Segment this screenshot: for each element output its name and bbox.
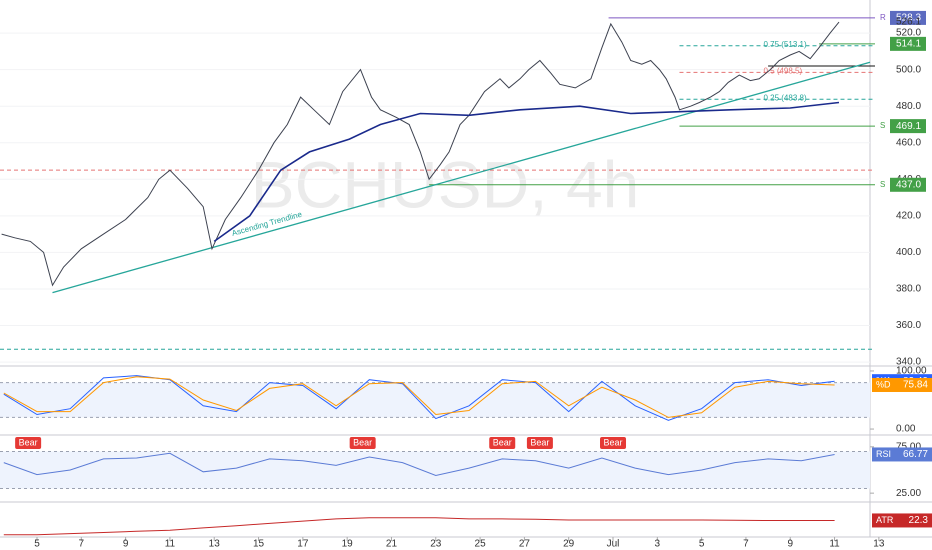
band — [0, 382, 870, 418]
x-tick-label: Jul — [607, 539, 620, 550]
y-tick-label: 360.0 — [896, 320, 921, 331]
y-tick-label: 0.00 — [896, 424, 916, 435]
x-tick-label: 29 — [563, 539, 575, 550]
y-tick-label: 480.0 — [896, 101, 921, 112]
bear-marker — [15, 437, 42, 449]
bear-marker — [349, 437, 376, 449]
bear-label: Bear — [19, 437, 38, 447]
indicator-name: %D — [876, 379, 891, 389]
price-tag — [890, 119, 926, 134]
y-tick-label: 400.0 — [896, 247, 921, 258]
x-tick-label: 17 — [297, 539, 309, 550]
moving-average — [213, 101, 840, 243]
price-line — [1, 21, 840, 287]
x-tick-label: 5 — [699, 539, 705, 550]
indicator-tag — [872, 377, 932, 392]
indicator-value: 22.3 — [909, 515, 929, 526]
level-label: 0.5 (498.5) — [763, 66, 802, 75]
price-tag-label: 514.1 — [896, 39, 921, 50]
price-tag-label: 528.3 — [896, 13, 921, 24]
x-tick-label: 13 — [209, 539, 221, 550]
indicator-line — [3, 375, 835, 421]
indicator-value: 75.84 — [903, 380, 928, 391]
x-tick-label: 7 — [743, 539, 749, 550]
x-tick-label: 13 — [873, 539, 885, 550]
price-tag — [890, 36, 926, 51]
price-tag — [890, 177, 926, 192]
level-label: S — [880, 121, 885, 130]
band — [0, 451, 870, 489]
price-tag-label: 469.1 — [896, 121, 921, 132]
indicator-tag — [872, 447, 932, 462]
indicator-line — [3, 376, 835, 418]
x-tick-label: 9 — [787, 539, 793, 550]
y-tick-label: 100.00 — [896, 366, 927, 377]
indicator-name: ATR — [876, 515, 894, 525]
y-tick-label: 420.0 — [896, 210, 921, 221]
price-tag-label: 437.0 — [896, 179, 921, 190]
level-label: S — [880, 180, 885, 189]
bear-marker — [526, 437, 553, 449]
bear-label: Bear — [530, 437, 549, 447]
level-label: 0.75 (513.1) — [763, 40, 806, 49]
indicator-value: 66.77 — [903, 449, 928, 460]
y-tick-label: 75.00 — [896, 441, 921, 452]
bear-label: Bear — [493, 437, 512, 447]
x-tick-label: 11 — [829, 539, 840, 550]
indicator-line — [3, 517, 835, 536]
bear-label: Bear — [604, 437, 623, 447]
price-tag — [890, 10, 926, 25]
x-tick-label: 9 — [123, 539, 129, 550]
x-tick-label: 15 — [253, 539, 265, 550]
indicator-tag — [872, 513, 932, 528]
x-tick-label: 5 — [34, 539, 40, 550]
x-tick-label: 27 — [519, 539, 531, 550]
y-tick-label: 25.00 — [896, 488, 921, 499]
x-tick-label: 11 — [165, 539, 176, 550]
level-label: R — [880, 13, 886, 22]
y-tick-label: 340.0 — [896, 357, 921, 368]
indicator-name: RSI — [876, 449, 891, 459]
y-tick-label: 520.0 — [896, 28, 921, 39]
x-tick-label: 23 — [430, 539, 442, 550]
x-tick-label: 7 — [79, 539, 85, 550]
x-tick-label: 3 — [655, 539, 661, 550]
bear-label: Bear — [353, 437, 372, 447]
x-tick-label: 25 — [475, 539, 487, 550]
y-tick-label: 500.0 — [896, 64, 921, 75]
x-tick-label: 21 — [386, 539, 398, 550]
indicator-line — [3, 452, 835, 477]
x-tick-label: 19 — [342, 539, 354, 550]
y-tick-label: 460.0 — [896, 137, 921, 148]
bear-marker — [600, 437, 627, 449]
bear-marker — [489, 437, 516, 449]
level-label: 0.25 (483.8) — [763, 93, 806, 102]
y-tick-label: 380.0 — [896, 284, 921, 295]
trendline — [52, 61, 871, 294]
price-tag-label: 526.1 — [896, 17, 921, 28]
